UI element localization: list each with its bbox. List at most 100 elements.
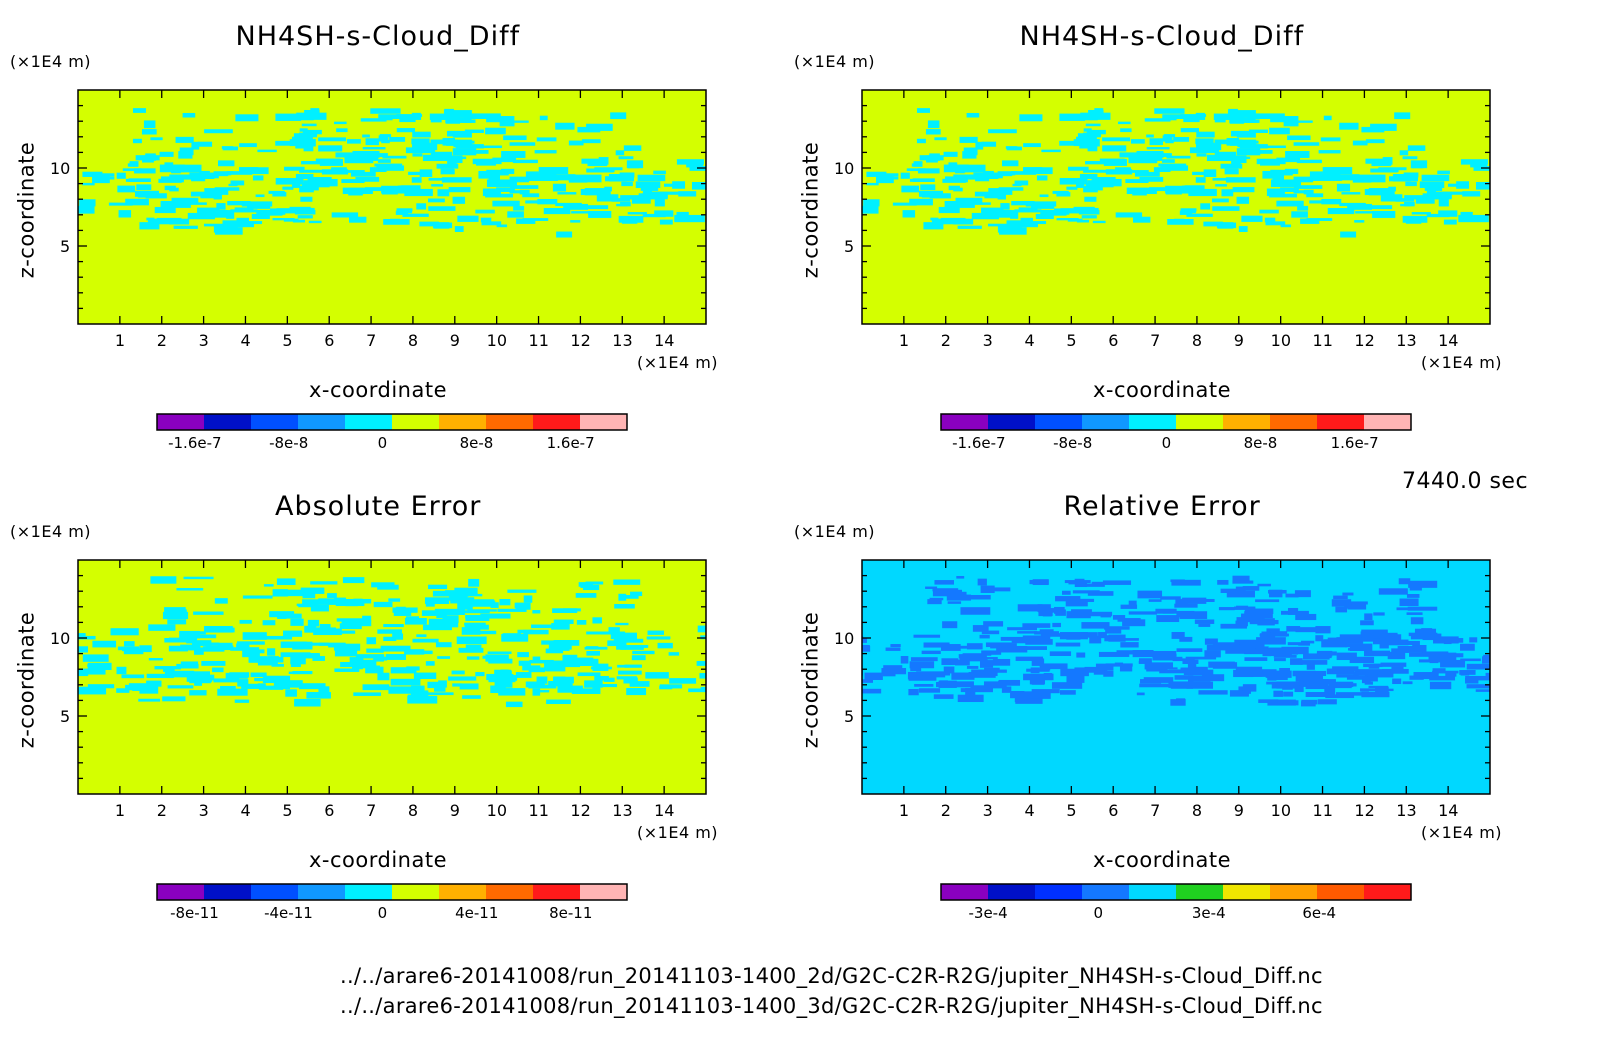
- heatmap-cell: [1361, 691, 1390, 698]
- heatmap-cell: [1364, 613, 1373, 621]
- heatmap-cell: [1160, 165, 1189, 171]
- heatmap-cell: [1248, 671, 1263, 677]
- heatmap-cell: [584, 680, 603, 688]
- heatmap-cell: [1000, 636, 1030, 641]
- heatmap-cell: [1004, 212, 1015, 216]
- heatmap-cell: [1060, 668, 1089, 677]
- heatmap-cell: [1180, 128, 1200, 133]
- heatmap-cell: [1214, 139, 1243, 145]
- heatmap-cell: [1162, 114, 1185, 119]
- heatmap-cell: [412, 153, 423, 157]
- heatmap-cell: [1183, 115, 1200, 123]
- heatmap-cell: [1313, 670, 1327, 677]
- heatmap-cell: [1298, 642, 1311, 646]
- heatmap-cell: [1102, 145, 1127, 152]
- heatmap-cell: [523, 595, 533, 603]
- heatmap-cell: [295, 173, 314, 179]
- heatmap-cell: [616, 641, 627, 650]
- heatmap-cell: [1507, 631, 1515, 633]
- colorbar-swatch: [1270, 414, 1317, 430]
- heatmap-cell: [164, 162, 174, 168]
- heatmap-cell: [536, 676, 548, 684]
- heatmap-cell: [532, 656, 541, 661]
- x-tick-label: 9: [449, 800, 460, 820]
- heatmap-cell: [505, 701, 523, 708]
- heatmap-cell: [745, 208, 765, 215]
- colorbar-swatch: [392, 414, 439, 430]
- heatmap-cell: [1020, 691, 1051, 699]
- heatmap-cell: [360, 118, 387, 122]
- heatmap-cell: [1235, 586, 1246, 592]
- heatmap-cell: [984, 667, 1000, 671]
- heatmap-cell: [577, 205, 609, 210]
- heatmap-cell: [230, 209, 258, 213]
- heatmap-cell: [1426, 213, 1450, 218]
- heatmap-cell: [1139, 176, 1164, 182]
- heatmap-cell: [1499, 626, 1528, 633]
- heatmap-cell: [1512, 161, 1521, 166]
- heatmap-cell: [1196, 153, 1207, 157]
- heatmap-cell: [1168, 667, 1178, 670]
- heatmap-cell: [404, 188, 433, 197]
- heatmap-cell: [610, 632, 637, 640]
- heatmap-cell: [1361, 205, 1393, 210]
- heatmap-cell: [618, 644, 649, 648]
- heatmap-cell: [603, 677, 615, 682]
- heatmap-cell: [239, 167, 259, 174]
- heatmap-cell: [709, 688, 723, 694]
- heatmap-cell: [1421, 174, 1450, 182]
- y-tick-label: 10: [834, 158, 855, 178]
- heatmap-cell: [1056, 217, 1079, 221]
- heatmap-cell: [379, 134, 392, 138]
- heatmap-cell: [1225, 177, 1256, 183]
- colorbar-swatch: [1082, 884, 1129, 900]
- heatmap-cell: [1198, 623, 1211, 627]
- heatmap-cell: [1300, 218, 1320, 224]
- heatmap-cell: [407, 694, 419, 702]
- heatmap-cell: [1214, 118, 1226, 123]
- heatmap-cell: [1236, 148, 1261, 156]
- heatmap-cell: [132, 108, 146, 113]
- heatmap-cell: [1465, 677, 1479, 684]
- heatmap-cell: [1411, 161, 1424, 169]
- heatmap-cell: [1118, 121, 1131, 125]
- heatmap-cell: [139, 645, 152, 653]
- heatmap-cell: [1068, 581, 1086, 585]
- heatmap-cell: [1438, 210, 1458, 217]
- heatmap-cell: [988, 129, 1017, 134]
- heatmap-cell: [162, 696, 186, 702]
- heatmap-cell: [1086, 138, 1100, 147]
- heatmap-cell: [1475, 166, 1486, 170]
- colorbar-swatch: [1317, 414, 1364, 430]
- colorbar-label: -1.6e-7: [168, 434, 222, 452]
- heatmap-cell: [953, 187, 963, 192]
- x-tick-label: 14: [654, 800, 675, 820]
- heatmap-cell: [942, 621, 958, 629]
- heatmap-cell: [362, 147, 386, 150]
- colorbar-swatch: [941, 414, 988, 430]
- x-tick-label: 4: [1024, 330, 1035, 350]
- x-axis-label: x-coordinate: [309, 378, 448, 402]
- heatmap-cell: [445, 116, 461, 124]
- heatmap-cell: [228, 183, 238, 187]
- heatmap-cell: [1236, 605, 1249, 609]
- heatmap-cell: [1365, 139, 1385, 144]
- heatmap-cell: [189, 690, 207, 696]
- heatmap-cell: [966, 665, 979, 669]
- heatmap-cell: [146, 673, 174, 679]
- heatmap-cell: [301, 123, 317, 127]
- heatmap-cell: [488, 174, 500, 182]
- heatmap-cell: [428, 618, 454, 626]
- heatmap-cell: [1059, 113, 1086, 121]
- heatmap-cell: [503, 135, 527, 141]
- heatmap-cell: [405, 616, 420, 621]
- heatmap-cell: [1076, 181, 1085, 188]
- heatmap-cell: [125, 198, 149, 206]
- heatmap-cell: [618, 593, 627, 601]
- heatmap-cell: [918, 168, 940, 174]
- heatmap-cell: [241, 683, 265, 689]
- heatmap-cell: [148, 624, 176, 631]
- x-tick-label: 12: [1354, 800, 1375, 820]
- heatmap-cell: [927, 599, 942, 605]
- heatmap-cell: [341, 170, 365, 173]
